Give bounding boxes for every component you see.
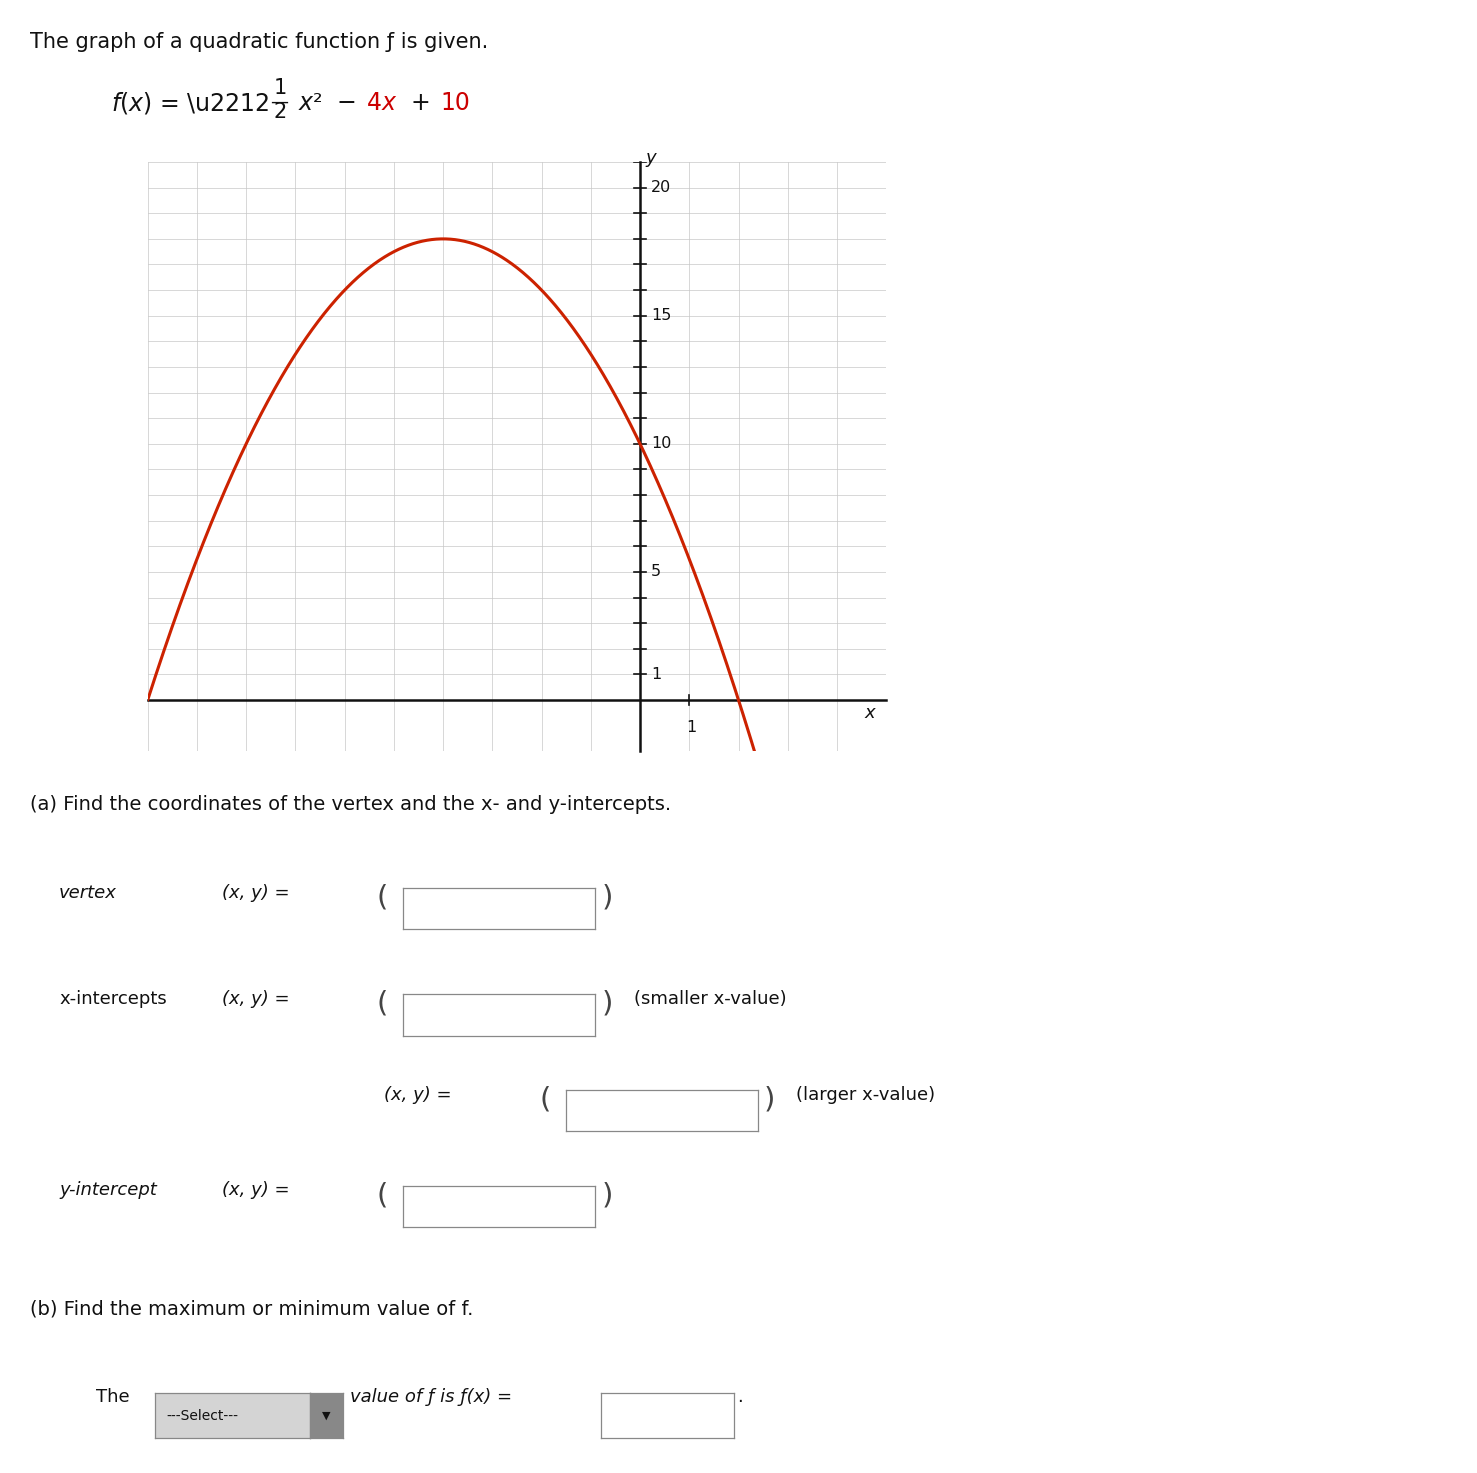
Text: −: − bbox=[337, 91, 356, 115]
Text: 10: 10 bbox=[651, 436, 671, 451]
Text: (: ( bbox=[377, 884, 388, 912]
Text: The graph of a quadratic function ƒ is given.: The graph of a quadratic function ƒ is g… bbox=[30, 32, 487, 53]
Text: y-intercept: y-intercept bbox=[59, 1181, 157, 1199]
Text: 1: 1 bbox=[273, 78, 287, 99]
Text: (​x, y​) =: (​x, y​) = bbox=[222, 884, 289, 901]
Text: (b) Find the maximum or minimum value of f.: (b) Find the maximum or minimum value of… bbox=[30, 1299, 473, 1318]
Text: y: y bbox=[645, 149, 656, 166]
Text: 5: 5 bbox=[651, 564, 662, 579]
Text: 1: 1 bbox=[687, 720, 697, 735]
Text: (: ( bbox=[539, 1086, 551, 1114]
Text: .: . bbox=[737, 1388, 743, 1405]
Text: ): ) bbox=[601, 990, 613, 1018]
Text: ): ) bbox=[601, 1181, 613, 1209]
Text: x-intercepts: x-intercepts bbox=[59, 990, 167, 1008]
Text: (​x, y​) =: (​x, y​) = bbox=[384, 1086, 452, 1103]
Text: 1: 1 bbox=[651, 667, 662, 682]
Text: (: ( bbox=[377, 1181, 388, 1209]
Text: (a) Find the coordinates of the vertex and the x- and y-intercepts.: (a) Find the coordinates of the vertex a… bbox=[30, 795, 671, 815]
Text: (smaller x-value): (smaller x-value) bbox=[634, 990, 786, 1008]
Text: —: — bbox=[270, 93, 288, 110]
Text: 20: 20 bbox=[651, 180, 671, 194]
Text: vertex: vertex bbox=[59, 884, 117, 901]
Text: +: + bbox=[411, 91, 430, 115]
Text: ): ) bbox=[601, 884, 613, 912]
Text: (: ( bbox=[377, 990, 388, 1018]
Text: 4$\it{x}$: 4$\it{x}$ bbox=[366, 91, 397, 115]
Text: (larger x-value): (larger x-value) bbox=[796, 1086, 935, 1103]
Text: ): ) bbox=[764, 1086, 775, 1114]
Text: 2: 2 bbox=[273, 102, 287, 122]
Text: $\it{f}$($\it{x}$) = \u2212: $\it{f}$($\it{x}$) = \u2212 bbox=[111, 90, 272, 116]
Text: 15: 15 bbox=[651, 308, 671, 323]
Text: 10: 10 bbox=[440, 91, 470, 115]
Text: ---Select---: ---Select--- bbox=[165, 1408, 238, 1423]
Text: The: The bbox=[96, 1388, 130, 1405]
Text: ▼: ▼ bbox=[322, 1411, 331, 1420]
Text: (​x, y​) =: (​x, y​) = bbox=[222, 1181, 289, 1199]
Text: (​x, y​) =: (​x, y​) = bbox=[222, 990, 289, 1008]
Text: x: x bbox=[864, 704, 874, 722]
Text: $\it{x}$²: $\it{x}$² bbox=[298, 91, 323, 115]
Text: value of ƒ is ƒ(​x​) =: value of ƒ is ƒ(​x​) = bbox=[350, 1388, 513, 1405]
